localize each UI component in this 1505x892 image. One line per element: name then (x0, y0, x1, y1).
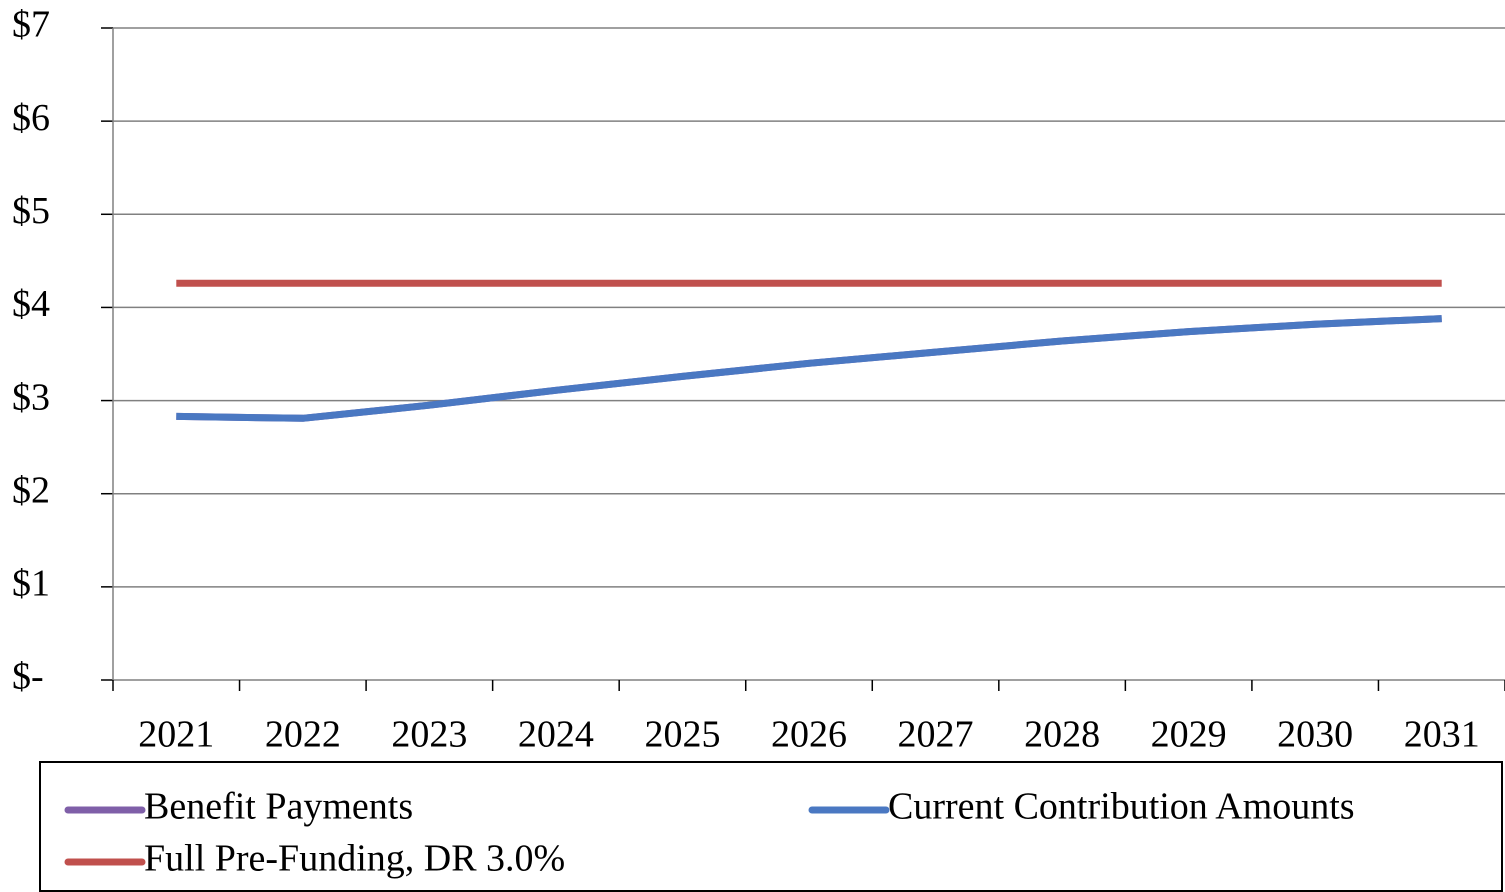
y-tick-label: $7 (12, 4, 50, 46)
legend-label: Benefit Payments (144, 786, 413, 828)
x-tick-label: 2029 (1151, 714, 1227, 756)
y-tick-label: $1 (12, 563, 50, 605)
x-tick-label: 2024 (518, 714, 594, 756)
y-tick-label: $4 (12, 283, 50, 325)
x-tick-label: 2022 (265, 714, 341, 756)
y-tick-label: $6 (12, 97, 50, 139)
x-tick-label: 2021 (138, 714, 214, 756)
line-series (176, 315, 1442, 422)
x-tick-label: 2030 (1277, 714, 1353, 756)
x-tick-label: 2027 (898, 714, 974, 756)
y-tick-label: $- (12, 656, 44, 698)
x-tick-label: 2025 (644, 714, 720, 756)
x-tick-label: 2026 (771, 714, 847, 756)
legend-label: Full Pre-Funding, DR 3.0% (144, 838, 565, 880)
y-tick-label: $3 (12, 376, 50, 418)
y-tick-label: $5 (12, 190, 50, 232)
x-tick-label: 2023 (391, 714, 467, 756)
x-tick-label: 2028 (1024, 714, 1100, 756)
line-series (176, 315, 1442, 422)
legend-label: Current Contribution Amounts (888, 786, 1355, 828)
x-tick-label: 2031 (1404, 714, 1480, 756)
legend-box (39, 761, 1503, 892)
y-tick-label: $2 (12, 469, 50, 511)
